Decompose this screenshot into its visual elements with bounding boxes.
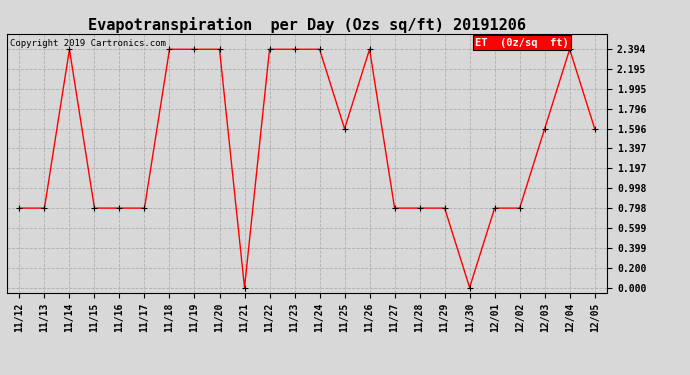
Text: ET  (0z/sq  ft): ET (0z/sq ft): [475, 38, 569, 48]
Text: Copyright 2019 Cartronics.com: Copyright 2019 Cartronics.com: [10, 39, 166, 48]
Title: Evapotranspiration  per Day (Ozs sq/ft) 20191206: Evapotranspiration per Day (Ozs sq/ft) 2…: [88, 16, 526, 33]
